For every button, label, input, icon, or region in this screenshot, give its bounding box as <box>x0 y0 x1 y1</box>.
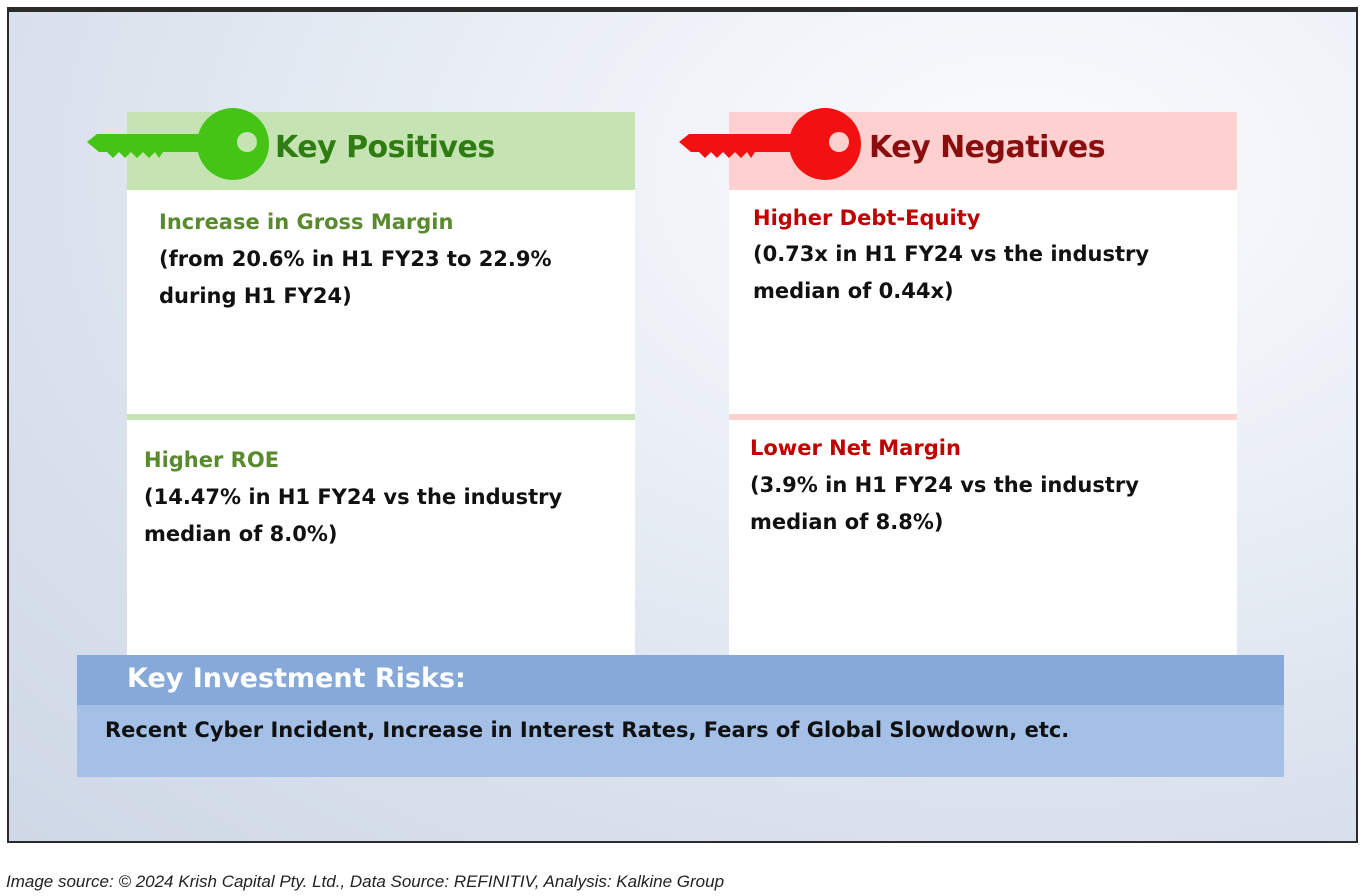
negatives-panel: Higher Debt-Equity (0.73x in H1 FY24 vs … <box>729 112 1237 658</box>
positives-title: Key Positives <box>275 130 495 165</box>
positive-item-2-title: Higher ROE <box>144 448 280 472</box>
red-key-icon <box>679 108 861 180</box>
negative-item-2-detail: (3.9% in H1 FY24 vs the industry median … <box>750 473 1139 534</box>
negative-item-1-detail: (0.73x in H1 FY24 vs the industry median… <box>753 242 1150 303</box>
negative-item-2-title: Lower Net Margin <box>750 436 961 460</box>
positive-item-1-detail: (from 20.6% in H1 FY23 to 22.9% during H… <box>159 247 552 308</box>
negatives-divider <box>729 414 1237 420</box>
risks-box: Key Investment Risks: Recent Cyber Incid… <box>77 655 1284 777</box>
infographic-frame: Increase in Gross Margin (from 20.6% in … <box>7 7 1358 843</box>
negatives-title: Key Negatives <box>869 130 1106 165</box>
risks-header <box>77 655 1284 705</box>
image-source-caption: Image source: © 2024 Krish Capital Pty. … <box>6 872 725 891</box>
positive-item-2-detail: (14.47% in H1 FY24 vs the industry media… <box>144 485 563 546</box>
risks-text: Recent Cyber Incident, Increase in Inter… <box>105 718 1070 742</box>
positives-panel: Increase in Gross Margin (from 20.6% in … <box>127 112 635 658</box>
negative-item-1-title: Higher Debt-Equity <box>753 206 981 230</box>
green-key-icon <box>87 108 269 180</box>
positives-divider <box>127 414 635 420</box>
positive-item-1-title: Increase in Gross Margin <box>159 210 454 234</box>
risks-title: Key Investment Risks: <box>127 663 466 694</box>
